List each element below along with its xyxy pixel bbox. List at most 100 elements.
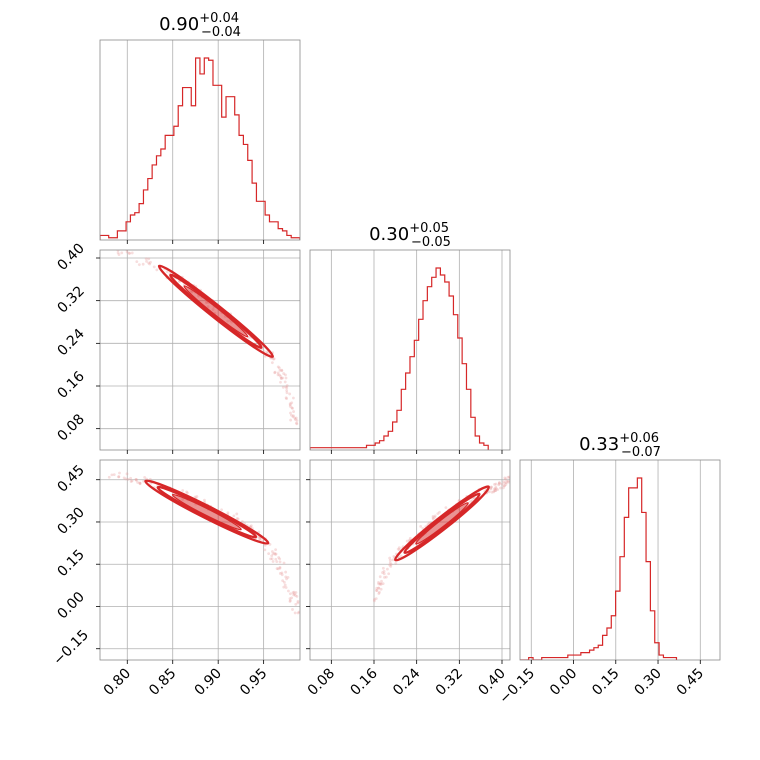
sample-point <box>293 592 296 596</box>
sample-point <box>428 521 431 525</box>
sample-point <box>291 406 294 410</box>
sample-point <box>274 557 278 561</box>
y-tick-label: −0.15 <box>50 627 92 669</box>
sample-point <box>144 257 148 261</box>
x-tick-label: 0.08 <box>305 666 338 699</box>
sample-point <box>408 536 412 540</box>
sample-point <box>279 380 282 384</box>
sample-point <box>396 547 400 551</box>
sample-point <box>289 418 293 422</box>
sample-point <box>279 376 283 380</box>
sample-point <box>383 575 386 579</box>
sample-point <box>274 552 278 556</box>
sample-point <box>497 481 501 485</box>
sample-point <box>120 251 124 255</box>
sample-point <box>296 601 300 605</box>
sample-point <box>280 369 284 373</box>
y-tick-label: 0.00 <box>54 589 87 622</box>
sample-point <box>289 411 292 415</box>
sample-point <box>280 573 284 577</box>
sample-point <box>275 567 279 570</box>
sample-point <box>118 471 121 475</box>
panel-frame <box>99 249 301 451</box>
panel-title: 0.90+0.04 −0.04 <box>159 11 241 40</box>
x-tick-label: 0.30 <box>632 666 665 699</box>
sample-point <box>436 512 440 516</box>
panel-content <box>520 477 678 660</box>
sample-point <box>127 252 131 255</box>
sample-point <box>181 489 185 492</box>
sample-point <box>276 371 280 375</box>
sample-point <box>135 478 138 481</box>
contour-line <box>183 285 249 338</box>
sample-point <box>295 419 299 422</box>
hist-panel-1: 0.30+0.05 −0.05 <box>309 221 511 454</box>
sample-point <box>377 586 380 590</box>
sample-point <box>275 560 279 564</box>
sample-point <box>375 586 379 590</box>
title-plus-error: +0.06 <box>619 431 659 446</box>
sample-point <box>377 586 381 590</box>
sample-point <box>135 260 139 264</box>
sample-point <box>381 566 385 570</box>
sample-point <box>128 251 131 255</box>
sample-point <box>391 558 395 562</box>
sample-point <box>499 486 502 490</box>
sample-point <box>419 524 423 528</box>
panel-content <box>116 250 299 426</box>
x-tick-label: 0.90 <box>192 666 225 699</box>
sample-point <box>138 481 142 485</box>
sample-point <box>291 608 294 611</box>
sample-point <box>274 548 278 552</box>
x-tick-label: 0.15 <box>589 666 622 699</box>
sample-point <box>285 397 288 400</box>
sample-point <box>284 385 288 389</box>
sample-point <box>294 594 297 597</box>
sample-point <box>457 498 461 502</box>
hist-panel-0: 0.90+0.04 −0.04 <box>99 11 301 244</box>
sample-point <box>375 588 378 592</box>
panel-frame <box>99 459 301 661</box>
x-tick-label: 0.95 <box>237 666 270 699</box>
sample-point <box>285 391 289 395</box>
sample-point <box>195 495 199 498</box>
sample-point <box>138 481 142 485</box>
sample-point <box>284 570 288 574</box>
panel-content <box>107 471 300 615</box>
panel-title: 0.33+0.06 −0.07 <box>579 431 661 460</box>
sample-point <box>272 357 276 361</box>
sample-point <box>497 483 501 487</box>
sample-point <box>141 262 145 266</box>
sample-point <box>468 500 472 503</box>
sample-point <box>288 402 292 406</box>
sample-point <box>492 490 496 494</box>
sample-point <box>388 561 392 565</box>
sample-point <box>278 557 282 561</box>
sample-point <box>284 396 288 400</box>
sample-point <box>388 558 392 562</box>
scatter-panel-0-1: 0.08 0.16 0.24 0.32 0.40 <box>54 240 301 454</box>
sample-point <box>372 599 376 603</box>
sample-point <box>294 416 298 420</box>
sample-point <box>281 579 285 583</box>
panel-frame <box>309 459 511 661</box>
sample-point <box>240 520 244 523</box>
sample-point <box>295 595 299 598</box>
x-tick-label: 0.16 <box>347 665 380 698</box>
title-minus-error: −0.07 <box>621 445 661 460</box>
sample-point <box>278 368 282 372</box>
sample-point <box>273 371 277 375</box>
sample-point <box>503 484 506 488</box>
sample-point <box>147 257 151 261</box>
sample-point <box>282 580 286 584</box>
sample-point <box>263 548 267 552</box>
panel-frame <box>519 459 721 661</box>
sample-point <box>494 489 498 493</box>
sample-point <box>389 562 393 566</box>
sample-point <box>278 566 282 570</box>
sample-point <box>273 370 277 374</box>
panel-title: 0.30+0.05 −0.05 <box>369 221 451 250</box>
x-tick-label: 0.85 <box>146 666 179 699</box>
sample-point <box>487 490 491 494</box>
